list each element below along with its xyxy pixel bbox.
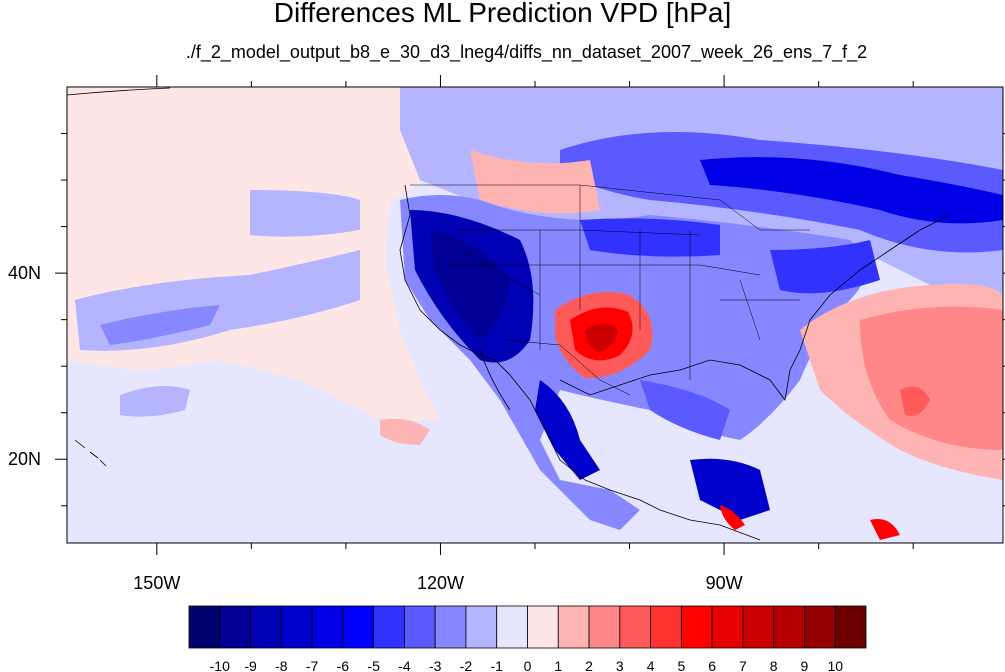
atlantic-positive-spot (900, 386, 930, 416)
colorbar-label: -4 (398, 658, 411, 672)
lat-tick-label: 20N (8, 449, 41, 469)
axis-tick-labels: 150W 120W 90W 40N 20N (8, 263, 743, 593)
colorbar-label: -1 (491, 658, 504, 672)
northeast-negative (770, 240, 880, 294)
colorbar-swatch (496, 605, 528, 649)
atlantic-positive-core (860, 306, 1003, 450)
colorbar-swatch (311, 605, 344, 649)
colorbar-swatch (465, 605, 498, 649)
caribbean-positive-spot (870, 519, 900, 540)
difference-field (67, 87, 1003, 543)
colorbar-label: -9 (244, 658, 257, 672)
colorbar-swatch (557, 605, 590, 649)
colorbar-label: -6 (337, 658, 350, 672)
colorbar-swatch (742, 605, 775, 649)
us-canada-border (410, 184, 810, 231)
colorbar-swatch (588, 605, 621, 649)
midwest-negative (580, 218, 720, 257)
colorbar-swatch (342, 605, 375, 649)
colorbar-label: 9 (801, 658, 809, 672)
gulf-east-coastline (559, 214, 951, 401)
colorbar-label: 10 (827, 658, 843, 672)
colorbar-label: 5 (677, 658, 685, 672)
texas-strong-positive (585, 324, 618, 352)
colorbar-label: 3 (616, 658, 624, 672)
canada-strong-negative (700, 157, 1003, 224)
pacific-positive-spot (380, 418, 430, 445)
colorbar-swatch (219, 605, 251, 649)
central-america-positive-spot (720, 505, 745, 530)
canada-negative-core (560, 132, 1003, 253)
mexico-negative (535, 380, 600, 480)
central-america-negative (690, 458, 770, 520)
colorbar-swatch (773, 605, 805, 649)
interior-borders (445, 185, 800, 396)
lon-tick-label: 90W (706, 573, 743, 593)
colorbar-labels: -10 -9 -8 -7 -6 -5 -4 -3 -2 -1 0 1 2 3 4 5 6 7 8 9 10 (210, 658, 844, 672)
colorbar-label: -5 (367, 658, 380, 672)
plains-north-positive (470, 150, 600, 214)
colorbar-swatch (188, 605, 221, 649)
pacific-north-band (250, 190, 360, 237)
colorbar (188, 605, 867, 649)
colorbar-label: -2 (460, 658, 473, 672)
colorbar-label: 0 (524, 658, 532, 672)
lat-tick-label: 40N (8, 263, 41, 283)
colorbar-swatch (804, 605, 836, 649)
coastlines (67, 87, 951, 541)
baja-coastline (479, 349, 511, 411)
gulf-negative (640, 380, 730, 440)
colorbar-swatch (650, 605, 682, 649)
colorbar-label: -8 (275, 658, 288, 672)
colorbar-swatch (711, 605, 744, 649)
colorbar-swatch (434, 605, 467, 649)
colorbar-label: 7 (739, 658, 747, 672)
pacific-negative-core (100, 305, 220, 345)
colorbar-swatch (373, 605, 405, 649)
axis-ticks (55, 75, 1005, 555)
colorbar-swatch (619, 605, 651, 649)
colorbar-label: 8 (770, 658, 778, 672)
alaska-coastline (67, 87, 171, 96)
map-title: Differences ML Prediction VPD [hPa] (273, 0, 732, 28)
colorbar-swatch (680, 605, 713, 649)
colorbar-label: 2 (585, 658, 593, 672)
colorbar-swatch (280, 605, 313, 649)
colorbar-label: -3 (429, 658, 442, 672)
colorbar-label: 1 (554, 658, 562, 672)
colorbar-label: 6 (708, 658, 716, 672)
colorbar-swatch (404, 605, 436, 649)
colorbar-label: -7 (306, 658, 319, 672)
hawaii-coastline (74, 439, 107, 467)
lon-tick-label: 150W (133, 573, 180, 593)
colorbar-swatch (834, 605, 867, 649)
colorbar-swatch (527, 605, 559, 649)
colorbar-swatch (250, 605, 282, 649)
map-subtitle: ./f_2_model_output_b8_e_30_d3_lneg4/diff… (185, 42, 868, 62)
colorbar-label: 4 (647, 658, 655, 672)
colorbar-label: -10 (210, 658, 230, 672)
west-coastline (399, 184, 761, 541)
lon-tick-label: 120W (417, 573, 464, 593)
west-core-negative (430, 230, 510, 340)
pacific-negative-patch (120, 386, 190, 417)
state-borders (410, 184, 810, 396)
